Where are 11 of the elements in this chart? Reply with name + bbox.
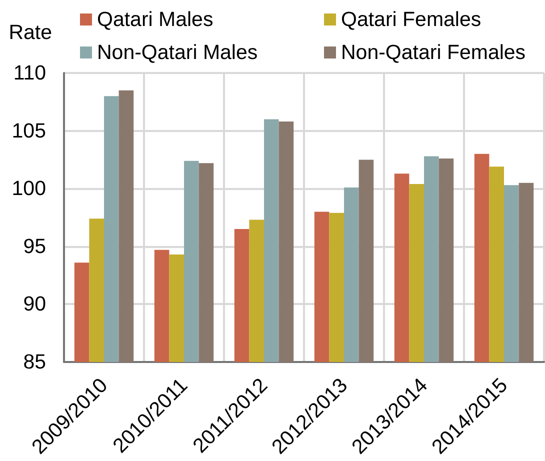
legend-label: Qatari Females — [341, 8, 482, 31]
y-axis-title: Rate — [8, 21, 52, 44]
legend-label: Qatari Males — [97, 8, 214, 31]
legend-label: Non-Qatari Males — [97, 41, 258, 64]
y-tick-label: 100 — [12, 177, 46, 200]
y-tick-label: 105 — [12, 119, 46, 142]
y-tick-label: 90 — [23, 292, 46, 316]
y-tick-label: 110 — [13, 62, 46, 84]
legend-label: Non-Qatari Females — [341, 41, 526, 64]
y-tick-label: 95 — [23, 234, 46, 258]
y-tick-label: 85 — [23, 350, 46, 374]
